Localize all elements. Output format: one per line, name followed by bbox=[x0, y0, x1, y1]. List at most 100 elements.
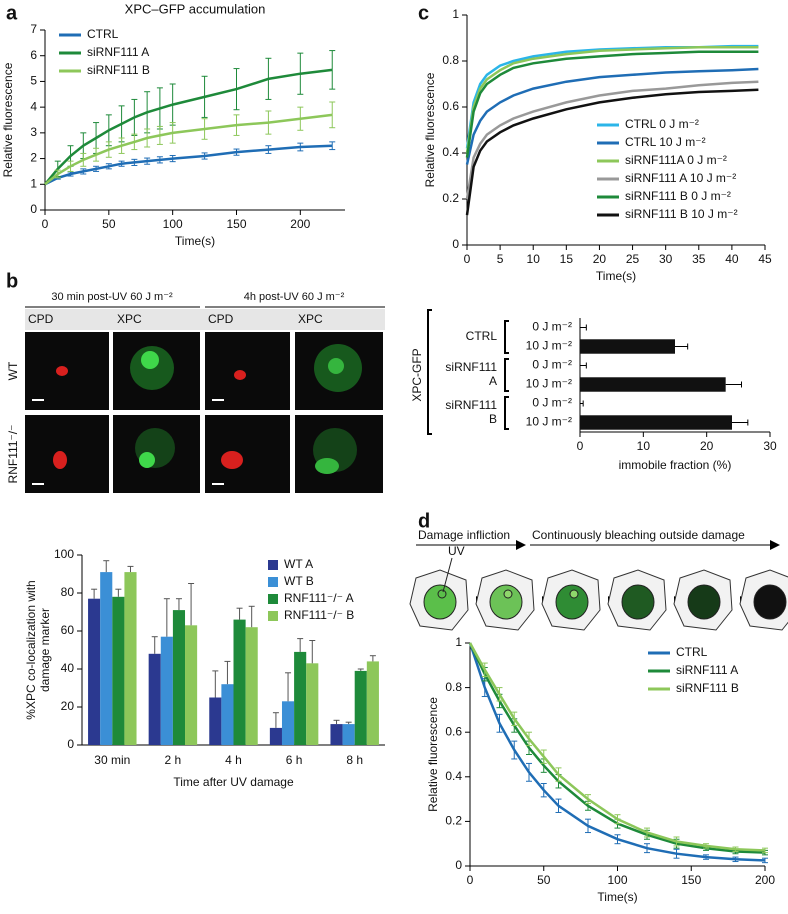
x-tick-label: 45 bbox=[758, 252, 772, 266]
error-bar bbox=[91, 588, 98, 599]
y-axis-label: damage marker bbox=[38, 608, 52, 692]
group-label: siRNF111 bbox=[445, 360, 497, 374]
bar bbox=[342, 724, 355, 745]
x-tick-label: 10 bbox=[637, 439, 651, 453]
error-bar bbox=[329, 145, 336, 151]
error-bar bbox=[151, 636, 158, 654]
error-bar bbox=[118, 105, 125, 124]
legend-label: WT A bbox=[284, 557, 313, 571]
nucleus bbox=[555, 584, 589, 620]
error-bar bbox=[732, 419, 749, 426]
error-bar bbox=[725, 381, 742, 388]
error-bar bbox=[224, 660, 231, 685]
y-tick-label: 6 bbox=[30, 48, 37, 62]
error-bar bbox=[265, 78, 272, 100]
x-axis-label: Time(s) bbox=[596, 269, 636, 283]
error-bar bbox=[169, 83, 176, 105]
error-bar bbox=[156, 135, 163, 145]
x-tick-label: 100 bbox=[607, 873, 627, 887]
legend-label: CTRL bbox=[87, 27, 119, 41]
outer-bracket bbox=[427, 309, 432, 435]
bar bbox=[100, 572, 113, 745]
x-tick-label: 5 bbox=[497, 252, 504, 266]
series-line bbox=[44, 144, 333, 186]
error-bar bbox=[297, 106, 304, 119]
cell-sequence bbox=[409, 557, 788, 631]
error-bar bbox=[675, 343, 689, 350]
error-bar bbox=[762, 850, 768, 854]
step-arrow-head bbox=[770, 540, 780, 550]
legend-swatch bbox=[268, 560, 278, 570]
y-tick-label: 0.4 bbox=[445, 769, 462, 783]
error-bar bbox=[297, 118, 304, 131]
error-bar bbox=[329, 141, 336, 146]
series-line bbox=[465, 88, 759, 216]
error-bar bbox=[169, 122, 176, 133]
y-axis-label: Relative fluorescence bbox=[426, 697, 440, 812]
legend-label: CTRL bbox=[676, 645, 708, 659]
column-label: CPD bbox=[28, 312, 54, 326]
y-tick-label: 0.2 bbox=[442, 191, 459, 205]
damage-spot bbox=[503, 589, 513, 599]
bar bbox=[124, 572, 137, 745]
bar bbox=[172, 610, 186, 745]
legend-label: siRNF111 A 10 J m⁻² bbox=[625, 171, 736, 185]
error-bar bbox=[333, 719, 340, 725]
series-line bbox=[468, 642, 766, 854]
y-axis-label: Relative fluorescence bbox=[1, 62, 15, 177]
x-tick-label: 100 bbox=[163, 217, 183, 231]
error-bar bbox=[233, 89, 240, 111]
group-bracket bbox=[504, 320, 509, 354]
bar bbox=[233, 619, 246, 745]
legend-label: siRNF111 B 0 J m⁻² bbox=[625, 189, 731, 203]
group-bracket bbox=[504, 358, 509, 392]
bar bbox=[221, 684, 234, 745]
step-arrow-head bbox=[516, 540, 526, 550]
error-bar bbox=[127, 565, 134, 573]
legend-label: siRNF111 A bbox=[676, 663, 738, 677]
error-bar bbox=[169, 132, 176, 144]
y-tick-label: 0.4 bbox=[442, 145, 459, 159]
x-tick-label: 50 bbox=[537, 873, 551, 887]
error-bar bbox=[131, 133, 138, 142]
error-bar bbox=[329, 101, 336, 115]
error-bar bbox=[265, 57, 272, 79]
bar bbox=[148, 653, 161, 745]
error-bar bbox=[201, 129, 208, 140]
x-tick-label: 30 bbox=[763, 439, 777, 453]
y-tick-label: 5 bbox=[30, 74, 37, 88]
error-bar bbox=[103, 560, 110, 573]
y-tick-label: 1 bbox=[30, 176, 37, 190]
error-bar bbox=[212, 670, 219, 698]
legend-label: siRNF111 B 10 J m⁻² bbox=[625, 207, 738, 221]
micrograph-header: 30 min post-UV 60 J m⁻² bbox=[51, 291, 173, 303]
y-tick-label: 4 bbox=[30, 99, 37, 113]
x-tick-label: 0 bbox=[467, 873, 474, 887]
nucleus bbox=[423, 584, 457, 620]
x-tick-label: 0 bbox=[42, 217, 49, 231]
x-tick-label: 20 bbox=[700, 439, 714, 453]
bar bbox=[245, 627, 258, 745]
bar bbox=[281, 701, 295, 745]
legend-swatch bbox=[268, 611, 278, 621]
series-line bbox=[44, 113, 333, 186]
error-bar bbox=[236, 607, 243, 620]
x-tick-label: 50 bbox=[102, 217, 116, 231]
legend-swatch bbox=[268, 594, 278, 604]
y-tick-label: 7 bbox=[30, 22, 37, 36]
stimulus-label: UV bbox=[448, 544, 465, 558]
x-tick-label: 15 bbox=[560, 252, 574, 266]
y-tick-label: 60 bbox=[61, 623, 75, 637]
x-tick-label: 40 bbox=[725, 252, 739, 266]
bar bbox=[306, 663, 319, 745]
micrograph-images bbox=[25, 332, 383, 493]
series-line bbox=[468, 642, 766, 852]
y-tick-label: 0.8 bbox=[445, 680, 462, 694]
row-label: RNF111⁻/⁻ bbox=[6, 425, 20, 484]
chart-title: XPC–GFP accumulation bbox=[125, 1, 266, 16]
error-bar bbox=[357, 668, 364, 671]
bar bbox=[330, 724, 343, 745]
group-label: CTRL bbox=[466, 329, 498, 343]
y-tick-label: 100 bbox=[54, 547, 74, 561]
error-bar bbox=[272, 712, 279, 728]
